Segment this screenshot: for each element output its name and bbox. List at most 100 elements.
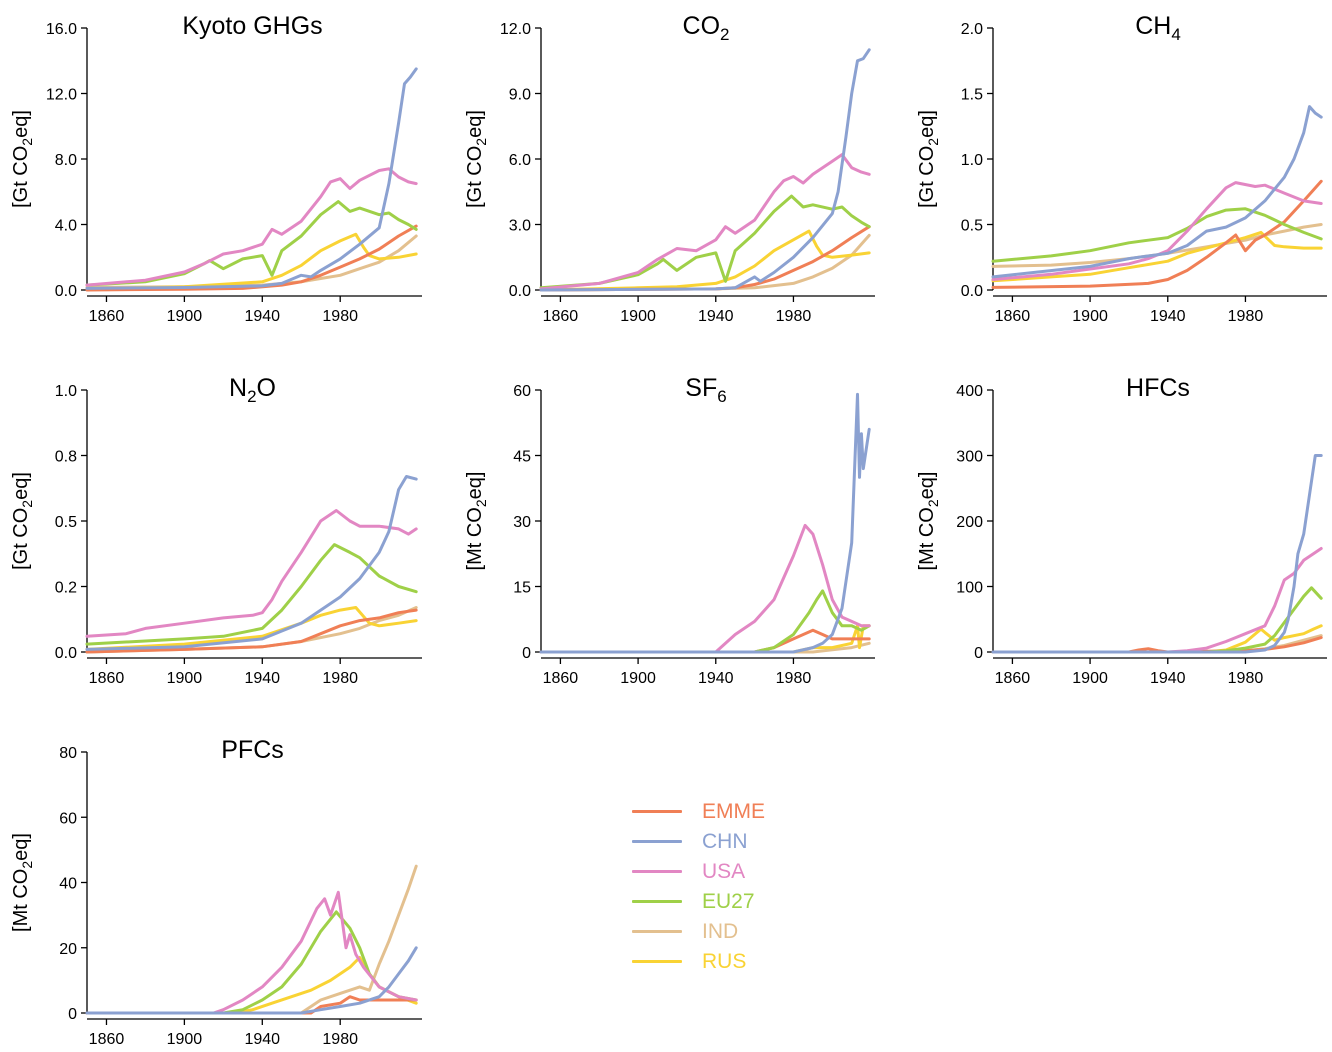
y-axis-label-subscript: 2: [19, 138, 35, 146]
y-axis-label-suffix: eq]: [916, 472, 938, 500]
y-axis-label-suffix: eq]: [464, 472, 486, 500]
x-tick-label: 1940: [698, 670, 734, 687]
y-tick-label: 9.0: [509, 87, 531, 104]
x-tick-label: 1900: [167, 1031, 203, 1048]
y-axis-label: [Mt CO2eq]: [464, 472, 489, 571]
y-tick-label: 60: [513, 383, 531, 400]
y-tick-label: 2.0: [961, 21, 983, 38]
series-line-eu27: [991, 207, 1323, 263]
y-axis-label-suffix: eq]: [10, 110, 32, 138]
chart-title-text: CO: [683, 12, 721, 40]
chart-title-text: PFCs: [221, 736, 284, 764]
y-tick-label: 1.5: [961, 87, 983, 104]
legend-swatch: [632, 930, 682, 933]
chart-title: SF6: [685, 374, 726, 406]
y-axis-label-suffix: eq]: [916, 110, 938, 138]
y-tick-label: 12.0: [500, 21, 531, 38]
x-tick-label: 1860: [995, 670, 1031, 687]
series-line-eu27: [539, 589, 871, 654]
chart-panel: HFCs [Mt CO2eq] 0 100 200 300 400 1860 1900 1940 1…: [916, 374, 1327, 687]
x-tick-label: 1860: [543, 670, 579, 687]
y-tick-label: 0: [68, 1006, 77, 1023]
series-line-usa: [539, 153, 871, 291]
x-tick-label: 1900: [167, 670, 203, 687]
legend-swatch: [632, 810, 682, 813]
y-axis-label-text: [Mt CO: [10, 869, 32, 932]
x-tick-label: 1980: [776, 670, 812, 687]
y-tick-label: 0.8: [55, 449, 77, 466]
y-tick-label: 6.0: [509, 152, 531, 169]
series-line-rus: [85, 606, 418, 651]
series-line-eu27: [539, 194, 871, 290]
y-axis-label-text: [Mt CO: [916, 507, 938, 570]
series-line-ind: [85, 864, 418, 1015]
x-tick-label: 1860: [89, 1031, 125, 1048]
legend-item-emme: EMME: [632, 796, 832, 826]
chart-panel: CH4 [Gt CO2eq] 0.0 0.5 1.0 1.5 2.0 1860 1900 1940…: [916, 12, 1327, 325]
series-line-eu27: [85, 910, 418, 1015]
chart-panel: Kyoto GHGs [Gt CO2eq] 0.0 4.0 8.0 12.0 16.0 186…: [10, 12, 422, 325]
x-tick-label: 1940: [244, 1031, 280, 1048]
legend-swatch: [632, 840, 682, 843]
series-line-emme: [85, 224, 418, 292]
x-tick-label: 1860: [995, 308, 1031, 325]
series-line-usa: [85, 890, 418, 1015]
y-axis-label: [Gt CO2eq]: [10, 110, 35, 208]
y-tick-label: 0: [522, 645, 531, 662]
x-tick-label: 1900: [620, 670, 656, 687]
chart-title-subscript: 2: [247, 387, 256, 406]
legend-swatch: [632, 900, 682, 903]
y-axis-label-subscript: 2: [473, 138, 489, 146]
series-line-emme: [539, 225, 871, 292]
x-tick-label: 1980: [776, 308, 812, 325]
y-axis-label: [Mt CO2eq]: [916, 472, 941, 571]
x-tick-label: 1980: [1228, 670, 1264, 687]
y-tick-label: 30: [513, 514, 531, 531]
y-axis-label-suffix: eq]: [10, 833, 32, 861]
x-tick-label: 1900: [167, 308, 203, 325]
y-axis-label-text: [Gt CO: [10, 508, 32, 570]
y-axis-label-subscript: 2: [19, 500, 35, 508]
y-tick-label: 8.0: [55, 152, 77, 169]
chart-title-subscript: 6: [717, 387, 726, 406]
x-tick-label: 1900: [620, 308, 656, 325]
series-line-emme: [85, 608, 418, 654]
series-line-chn: [539, 392, 871, 654]
legend-item-eu27: EU27: [632, 886, 832, 916]
legend-item-usa: USA: [632, 856, 832, 886]
y-axis-label: [Mt CO2eq]: [10, 833, 35, 932]
legend-item-chn: CHN: [632, 826, 832, 856]
y-axis-label: [Gt CO2eq]: [916, 110, 941, 208]
chart-title-subscript: 2: [720, 25, 729, 44]
x-tick-label: 1940: [698, 308, 734, 325]
series-line-eu27: [991, 586, 1323, 654]
series-line-ind: [539, 233, 871, 292]
x-tick-label: 1940: [1150, 670, 1186, 687]
y-axis-label-text: [Gt CO: [10, 146, 32, 208]
y-axis-label-text: [Gt CO: [916, 146, 938, 208]
chart-panel: PFCs [Mt CO2eq] 0 20 40 60 80 1860 1900 1940 1980: [10, 736, 422, 1048]
chart-title: N2O: [229, 374, 276, 406]
y-axis-label-subscript: 2: [19, 861, 35, 869]
legend-label: IND: [702, 920, 739, 943]
series-line-rus: [85, 232, 418, 291]
y-axis-label-suffix: eq]: [464, 110, 486, 138]
y-tick-label: 200: [956, 514, 983, 531]
chart-title: CO2: [683, 12, 730, 44]
y-tick-label: 40: [59, 876, 77, 893]
series-line-eu27: [85, 200, 418, 287]
y-tick-label: 1.0: [961, 152, 983, 169]
y-axis-label: [Gt CO2eq]: [10, 472, 35, 570]
y-tick-label: 20: [59, 941, 77, 958]
y-axis-label-text: [Gt CO: [464, 146, 486, 208]
y-tick-label: 0.5: [961, 218, 983, 235]
legend-item-rus: RUS: [632, 946, 832, 976]
x-tick-label: 1980: [322, 670, 358, 687]
series-line-usa: [85, 167, 418, 287]
series-line-chn: [85, 946, 418, 1015]
chart-panel: SF6 [Mt CO2eq] 0 15 30 45 60 1860 1900 1940 1980: [464, 374, 875, 687]
y-tick-label: 3.0: [509, 218, 531, 235]
